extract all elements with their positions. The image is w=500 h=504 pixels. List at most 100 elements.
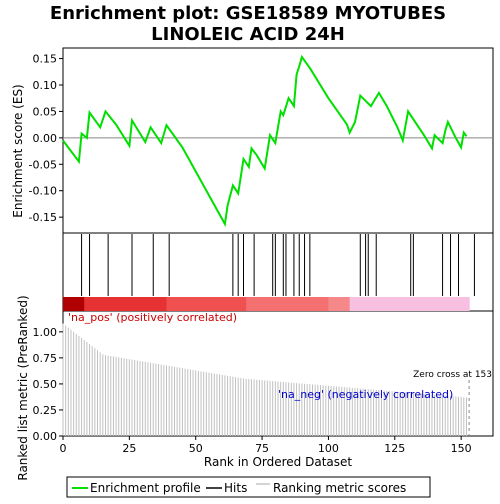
heatmap-cell — [307, 297, 311, 311]
heatmap-cell — [198, 297, 202, 311]
heatmap-cell — [243, 297, 247, 311]
heatmap-cell — [357, 297, 361, 311]
heatmap-cell — [312, 297, 316, 311]
heatmap-cell — [461, 297, 465, 311]
heatmap-cell — [376, 297, 380, 311]
heatmap-cell — [381, 297, 385, 311]
legend-hits-label: Hits — [224, 481, 247, 495]
heatmap-cell — [331, 297, 335, 311]
heatmap-cell — [235, 297, 239, 311]
heatmap-cell — [423, 297, 428, 311]
heatmap-cell — [328, 297, 332, 311]
enrichment-profile-line — [62, 54, 468, 228]
heatmap-cell — [408, 297, 412, 311]
heatmap-cell — [100, 297, 104, 311]
heatmap-cell — [365, 297, 369, 311]
heatmap-cell — [68, 297, 72, 311]
heatmap-cell — [248, 297, 253, 311]
heatmap-cell — [187, 297, 192, 311]
heatmap-cell — [116, 297, 120, 311]
heatmap-cell — [129, 297, 133, 311]
heatmap-cell — [418, 297, 422, 311]
heatmap-cell — [134, 297, 138, 311]
heatmap-cell — [169, 297, 173, 311]
heatmap-cell — [315, 297, 319, 311]
x-tick-label: 100 — [318, 442, 339, 455]
heatmap-cell — [283, 297, 287, 311]
heatmap-cell — [458, 297, 462, 311]
x-axis-label: Rank in Ordered Dataset — [204, 455, 352, 469]
heatmap-cell — [193, 297, 197, 311]
x-tick-label: 75 — [255, 442, 269, 455]
heatmap-cell — [270, 297, 274, 311]
heatmap-cell — [161, 297, 165, 311]
heatmap-cell — [238, 297, 242, 311]
heatmap-cell — [301, 297, 306, 311]
heatmap-cell — [177, 297, 181, 311]
heatmap-cell — [437, 297, 441, 311]
heatmap-cell — [240, 297, 245, 311]
heatmap-cell — [426, 297, 430, 311]
heatmap-cell — [354, 297, 359, 311]
ranking-metric-bars — [62, 323, 467, 436]
es-y-ticks: -0.15 -0.10 -0.05 0.00 0.05 0.10 0.15 — [29, 53, 63, 224]
heatmap-cell — [463, 297, 468, 311]
heatmap-cell — [262, 297, 266, 311]
heatmap-cell — [86, 297, 91, 311]
heatmap-cell — [275, 297, 279, 311]
heatmap-cell — [206, 297, 210, 311]
heatmap-cell — [185, 297, 189, 311]
heatmap-cell — [447, 297, 452, 311]
es-y-tick-label: 0.10 — [33, 79, 58, 92]
heatmap-cell — [251, 297, 255, 311]
es-y-tick-label: 0.05 — [33, 105, 58, 118]
heatmap-cell — [267, 297, 271, 311]
heatmap-cell — [405, 297, 409, 311]
heatmap-cell — [142, 297, 146, 311]
heatmap-cell — [400, 297, 404, 311]
heatmap-cell — [132, 297, 136, 311]
heatmap-cell — [63, 297, 67, 311]
heatmap-cell — [145, 297, 149, 311]
heatmap-cell — [368, 297, 372, 311]
chart-title-line1: Enrichment plot: GSE18589 MYOTUBES — [50, 3, 446, 24]
heatmap-cell — [434, 297, 438, 311]
heatmap-cell — [296, 297, 300, 311]
heatmap-cell — [203, 297, 207, 311]
heatmap-cell — [410, 297, 414, 311]
rank-heatmap-bar — [63, 297, 470, 311]
heatmap-cell — [293, 297, 298, 311]
heatmap-cell — [466, 297, 470, 311]
heatmap-cell — [336, 297, 340, 311]
heatmap-cell — [179, 297, 184, 311]
heatmap-cell — [349, 297, 353, 311]
heatmap-cell — [386, 297, 391, 311]
heatmap-cell — [392, 297, 396, 311]
heatmap-cell — [78, 297, 83, 311]
heatmap-cell — [453, 297, 457, 311]
heatmap-cell — [232, 297, 237, 311]
heatmap-cell — [325, 297, 330, 311]
heatmap-cell — [333, 297, 337, 311]
es-y-tick-label: 0.15 — [33, 53, 58, 66]
heatmap-cell — [201, 297, 205, 311]
heatmap-cell — [413, 297, 417, 311]
x-tick-label: 0 — [60, 442, 67, 455]
heatmap-cell — [397, 297, 401, 311]
heatmap-cell — [370, 297, 375, 311]
heatmap-cell — [219, 297, 223, 311]
heatmap-cell — [150, 297, 154, 311]
heatmap-cell — [124, 297, 128, 311]
hit-markers — [81, 234, 475, 296]
metric-y-ticks: 0.00 0.25 0.50 0.75 1.00 — [33, 326, 63, 443]
heatmap-cell — [254, 297, 258, 311]
heatmap-cell — [373, 297, 377, 311]
heatmap-cell — [323, 297, 327, 311]
legend-es-label: Enrichment profile — [90, 481, 201, 495]
heatmap-cell — [73, 297, 77, 311]
heatmap-cell — [291, 297, 295, 311]
heatmap-cell — [195, 297, 199, 311]
metric-y-tick-label: 0.75 — [33, 352, 58, 365]
metric-y-axis-label: Ranked list metric (PreRanked) — [16, 295, 30, 480]
